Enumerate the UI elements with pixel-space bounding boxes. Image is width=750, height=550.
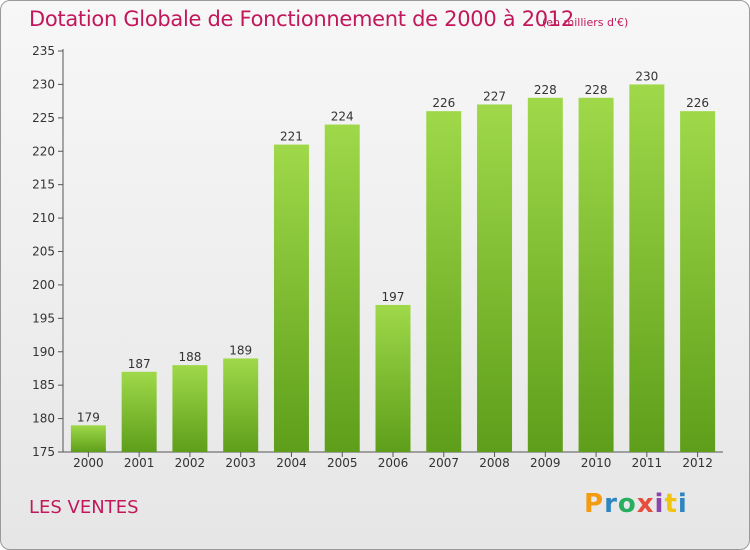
- value-label: 227: [483, 89, 506, 103]
- x-tick-label: 2006: [378, 456, 409, 470]
- x-tick-label: 2011: [632, 456, 663, 470]
- y-tick-label: 205: [32, 245, 55, 259]
- logo-letter: t: [664, 489, 678, 519]
- y-tick-label: 220: [32, 144, 55, 158]
- y-tick-label: 185: [32, 378, 55, 392]
- value-label: 230: [635, 69, 658, 83]
- y-tick-label: 215: [32, 178, 55, 192]
- logo-letter: P: [584, 489, 605, 519]
- x-tick-label: 2012: [682, 456, 713, 470]
- y-tick-label: 175: [32, 445, 55, 459]
- logo-letter: i: [677, 489, 688, 519]
- logo-letter: o: [617, 489, 637, 519]
- value-label: 188: [178, 350, 201, 364]
- value-label: 228: [585, 83, 608, 97]
- y-tick-label: 210: [32, 211, 55, 225]
- bar: [629, 84, 665, 453]
- x-tick-label: 2004: [276, 456, 307, 470]
- x-tick-label: 2007: [428, 456, 459, 470]
- value-label: 228: [534, 83, 557, 97]
- bar: [273, 144, 309, 453]
- bar: [578, 97, 614, 453]
- x-tick-label: 2000: [73, 456, 104, 470]
- value-label: 189: [229, 343, 252, 357]
- x-tick-label: 2003: [225, 456, 256, 470]
- value-label: 179: [77, 410, 100, 424]
- bar: [223, 358, 259, 452]
- x-tick-label: 2002: [175, 456, 206, 470]
- logo-letter: r: [604, 489, 618, 519]
- y-tick-label: 195: [32, 311, 55, 325]
- bar: [477, 104, 513, 452]
- logo-letter: x: [636, 489, 655, 519]
- y-tick-label: 200: [32, 278, 55, 292]
- x-tick-label: 2001: [124, 456, 155, 470]
- y-tick-label: 230: [32, 77, 55, 91]
- bar: [172, 365, 208, 452]
- value-label: 221: [280, 130, 303, 144]
- proxiti-logo: Proxiti: [584, 489, 688, 519]
- chart-subtitle: (en milliers d'€): [542, 16, 629, 29]
- bar: [527, 97, 563, 453]
- x-tick-label: 2009: [530, 456, 561, 470]
- commune-name: LES VENTES: [29, 497, 139, 518]
- x-tick-label: 2008: [479, 456, 510, 470]
- bar: [324, 124, 360, 453]
- y-tick-label: 235: [32, 44, 55, 58]
- x-tick-label: 2005: [327, 456, 358, 470]
- bar: [426, 111, 462, 453]
- bar: [375, 304, 411, 452]
- value-label: 197: [382, 290, 405, 304]
- value-label: 187: [128, 357, 151, 371]
- chart-title: Dotation Globale de Fonctionnement de 20…: [29, 7, 574, 31]
- value-label: 226: [432, 96, 455, 110]
- value-label: 226: [686, 96, 709, 110]
- x-tick-label: 2010: [581, 456, 612, 470]
- bar: [680, 111, 716, 453]
- bar: [121, 371, 157, 452]
- y-tick-label: 190: [32, 345, 55, 359]
- bar: [70, 425, 106, 452]
- logo-letter: i: [654, 489, 665, 519]
- y-tick-label: 180: [32, 412, 55, 426]
- value-label: 224: [331, 110, 354, 124]
- y-tick-label: 225: [32, 111, 55, 125]
